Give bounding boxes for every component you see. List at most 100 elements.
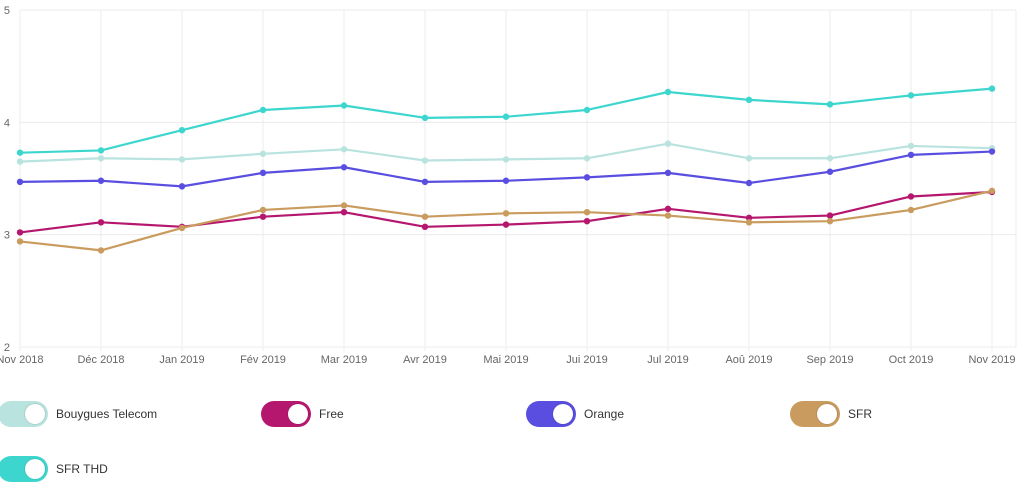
- legend-toggle-sfr[interactable]: [790, 401, 840, 427]
- data-point-sfr: [664, 212, 672, 219]
- legend-item-sfr-thd[interactable]: SFR THD: [0, 456, 108, 482]
- data-point-sfr: [988, 187, 996, 195]
- legend-label: SFR: [848, 407, 872, 421]
- data-point-bouygues-telecom: [421, 157, 429, 164]
- data-point-free: [259, 213, 267, 220]
- data-point-sfr: [907, 206, 915, 214]
- data-point-sfr-thd: [421, 114, 429, 122]
- legend-toggle-orange[interactable]: [526, 401, 576, 427]
- data-point-bouygues-telecom: [664, 140, 672, 147]
- data-point-sfr-thd: [259, 106, 267, 114]
- x-tick-label: Avr 2019: [403, 354, 447, 366]
- data-point-free: [340, 209, 348, 216]
- legend-label: Orange: [584, 407, 625, 421]
- legend-label: Bouygues Telecom: [56, 407, 158, 421]
- data-point-sfr-thd: [502, 113, 510, 120]
- x-tick-label: Nov 2018: [0, 354, 44, 366]
- legend-label: SFR THD: [56, 462, 108, 476]
- data-point-sfr-thd: [664, 88, 672, 96]
- x-tick-label: Fév 2019: [240, 354, 286, 366]
- legend-toggle-sfr-thd[interactable]: [0, 456, 48, 482]
- data-point-sfr: [97, 247, 105, 254]
- x-tick-label: Jan 2019: [159, 354, 204, 366]
- data-point-sfr-thd: [745, 96, 753, 104]
- data-point-orange: [178, 183, 186, 190]
- data-point-sfr: [259, 206, 267, 214]
- data-point-sfr-thd: [988, 85, 996, 92]
- x-tick-label: Oct 2019: [889, 354, 934, 366]
- data-point-free: [502, 221, 510, 228]
- data-point-orange: [988, 148, 996, 155]
- x-tick-label: Aoû 2019: [725, 354, 772, 366]
- data-point-free: [907, 193, 915, 200]
- data-point-bouygues-telecom: [745, 155, 753, 162]
- data-point-sfr: [340, 202, 348, 209]
- x-tick-label: Sep 2019: [806, 354, 853, 366]
- data-point-bouygues-telecom: [907, 142, 915, 150]
- data-point-bouygues-telecom: [502, 156, 510, 163]
- toggle-knob: [25, 459, 45, 479]
- legend-item-bouygues-telecom[interactable]: Bouygues Telecom: [0, 401, 157, 427]
- x-tick-label: Jui 2019: [566, 354, 608, 366]
- legend-item-orange[interactable]: Orange: [526, 401, 624, 427]
- data-point-sfr: [16, 238, 24, 245]
- y-tick-label: 5: [4, 5, 10, 17]
- toggle-knob: [553, 404, 573, 424]
- toggle-knob: [25, 404, 45, 424]
- data-point-free: [583, 217, 591, 225]
- data-point-orange: [826, 168, 834, 175]
- data-point-bouygues-telecom: [16, 158, 24, 165]
- data-point-bouygues-telecom: [259, 150, 267, 157]
- data-point-sfr-thd: [178, 126, 186, 134]
- data-point-sfr-thd: [340, 102, 348, 109]
- data-point-sfr-thd: [907, 92, 915, 99]
- data-point-orange: [907, 151, 915, 159]
- y-tick-label: 2: [4, 342, 10, 354]
- y-tick-label: 3: [4, 230, 10, 242]
- legend-item-free[interactable]: Free: [261, 401, 344, 427]
- data-point-sfr: [745, 219, 753, 226]
- legend-toggle-bouygues-telecom[interactable]: [0, 401, 48, 427]
- data-point-sfr: [502, 210, 510, 217]
- y-axis-ticks: 2 3 4 5: [4, 5, 10, 354]
- data-point-sfr: [583, 209, 591, 216]
- data-point-orange: [259, 169, 267, 177]
- data-point-sfr-thd: [97, 147, 105, 154]
- data-point-free: [745, 214, 753, 222]
- data-point-bouygues-telecom: [340, 146, 348, 153]
- data-point-orange: [421, 178, 429, 186]
- x-tick-label: Mai 2019: [483, 354, 528, 366]
- data-point-orange: [340, 164, 348, 171]
- chart-series: [16, 85, 996, 254]
- data-point-free: [826, 212, 834, 219]
- data-point-bouygues-telecom: [178, 156, 186, 163]
- x-tick-label: Mar 2019: [321, 354, 367, 366]
- data-point-free: [421, 223, 429, 231]
- data-point-free: [97, 219, 105, 226]
- x-axis-ticks: Nov 2018 Déc 2018 Jan 2019 Fév 2019 Mar 2019…: [0, 354, 1016, 366]
- data-point-free: [664, 205, 672, 213]
- data-point-orange: [97, 177, 105, 184]
- data-point-bouygues-telecom: [583, 155, 591, 162]
- data-point-free: [16, 229, 24, 236]
- data-point-orange: [16, 178, 24, 186]
- data-point-sfr-thd: [583, 106, 591, 114]
- data-point-orange: [664, 169, 672, 177]
- legend-item-sfr[interactable]: SFR: [790, 401, 872, 427]
- legend-label: Free: [319, 407, 344, 421]
- data-point-orange: [502, 177, 510, 184]
- data-point-sfr-thd: [16, 149, 24, 156]
- data-point-sfr-thd: [826, 101, 834, 108]
- data-point-bouygues-telecom: [97, 155, 105, 162]
- data-point-sfr: [421, 213, 429, 220]
- data-point-orange: [745, 179, 753, 187]
- data-point-sfr: [826, 217, 834, 225]
- toggle-knob: [288, 404, 308, 424]
- data-point-orange: [583, 174, 591, 181]
- toggle-knob: [817, 404, 837, 424]
- chart-grid: [19, 9, 1017, 351]
- legend-toggle-free[interactable]: [261, 401, 311, 427]
- x-tick-label: Déc 2018: [77, 354, 124, 366]
- x-tick-label: Nov 2019: [968, 354, 1015, 366]
